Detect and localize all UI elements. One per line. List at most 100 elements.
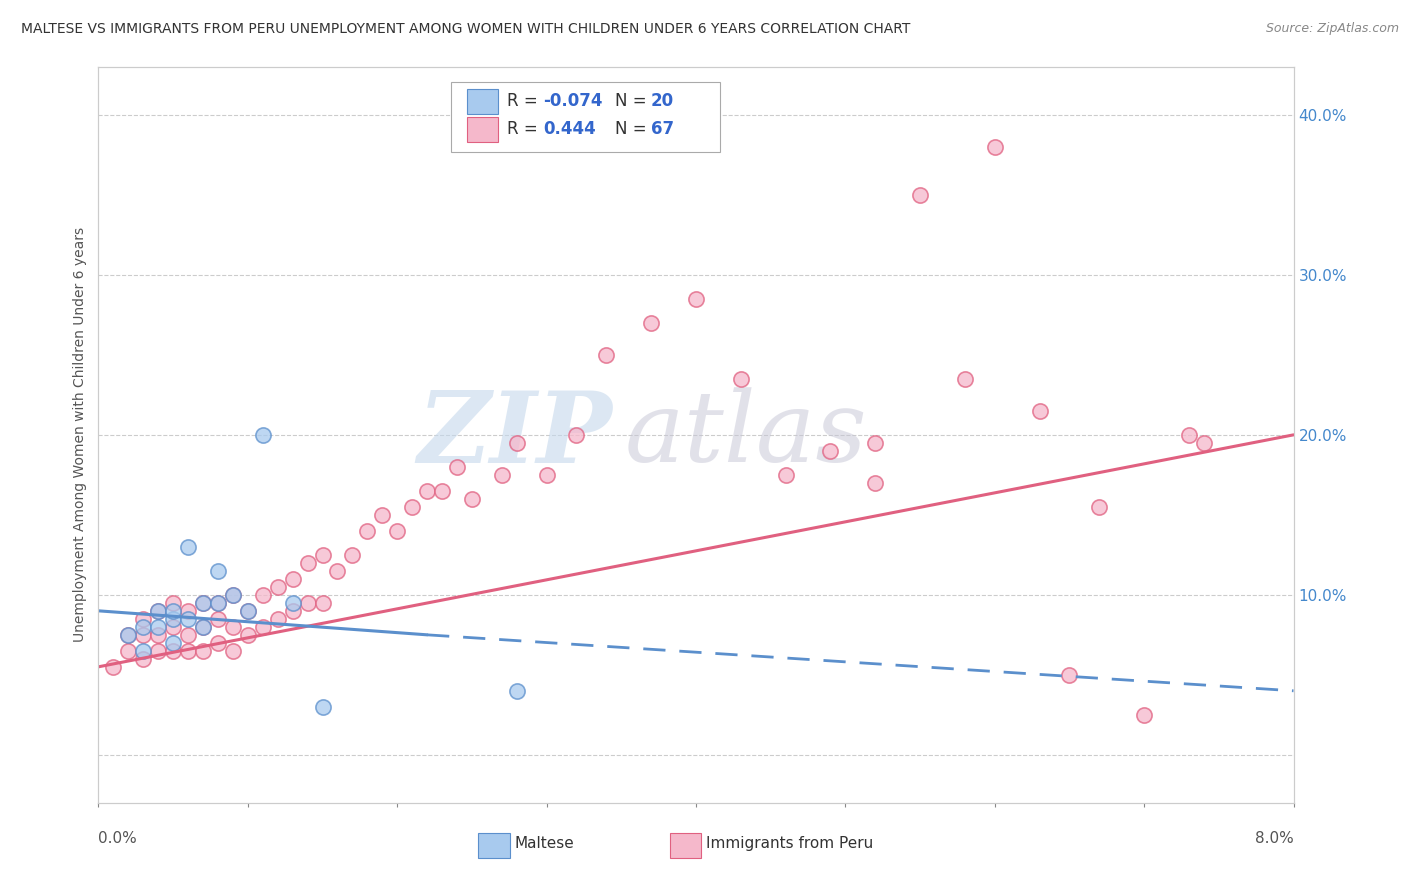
FancyBboxPatch shape [478, 833, 509, 858]
Point [953, 372, 976, 386]
Point [162, 644, 184, 658]
Point [401, 500, 423, 514]
Point [640, 316, 662, 330]
FancyBboxPatch shape [467, 89, 498, 114]
Point [536, 467, 558, 482]
FancyBboxPatch shape [451, 81, 720, 152]
Point [132, 620, 155, 634]
Text: MALTESE VS IMMIGRANTS FROM PERU UNEMPLOYMENT AMONG WOMEN WITH CHILDREN UNDER 6 Y: MALTESE VS IMMIGRANTS FROM PERU UNEMPLOY… [21, 22, 911, 37]
Point [1088, 500, 1111, 514]
Point [1133, 707, 1156, 722]
Point [252, 620, 274, 634]
Point [207, 636, 229, 650]
Point [775, 467, 797, 482]
Point [506, 435, 529, 450]
Point [177, 540, 200, 554]
Point [865, 475, 887, 490]
Text: R =: R = [508, 120, 538, 138]
Point [491, 467, 513, 482]
Point [191, 596, 214, 610]
Point [236, 604, 259, 618]
Point [820, 443, 842, 458]
Point [342, 548, 364, 562]
Point [430, 483, 453, 498]
Text: 8.0%: 8.0% [1254, 831, 1294, 847]
Point [148, 604, 170, 618]
Text: Immigrants from Peru: Immigrants from Peru [706, 836, 873, 851]
Point [222, 588, 245, 602]
Point [565, 427, 588, 442]
Text: ZIP: ZIP [418, 386, 613, 483]
Point [191, 644, 214, 658]
Text: atlas: atlas [624, 387, 868, 483]
FancyBboxPatch shape [467, 117, 498, 142]
Point [103, 660, 125, 674]
Text: -0.074: -0.074 [543, 93, 603, 111]
Point [297, 596, 319, 610]
Point [162, 636, 184, 650]
Point [730, 372, 752, 386]
Point [177, 612, 200, 626]
FancyBboxPatch shape [669, 833, 700, 858]
Point [132, 652, 155, 666]
Point [685, 292, 707, 306]
Point [1178, 427, 1201, 442]
Point [1192, 435, 1215, 450]
Point [311, 699, 333, 714]
Point [984, 140, 1007, 154]
Point [506, 683, 529, 698]
Point [267, 612, 290, 626]
Point [865, 435, 887, 450]
Text: N =: N = [614, 120, 647, 138]
Point [191, 620, 214, 634]
Point [177, 644, 200, 658]
Text: 20: 20 [651, 93, 673, 111]
Point [132, 612, 155, 626]
Point [236, 604, 259, 618]
Point [191, 620, 214, 634]
Text: 0.0%: 0.0% [98, 831, 138, 847]
Point [162, 612, 184, 626]
Point [222, 588, 245, 602]
Point [207, 612, 229, 626]
Point [1028, 404, 1050, 418]
Point [207, 596, 229, 610]
Point [908, 187, 931, 202]
Point [222, 644, 245, 658]
Point [162, 620, 184, 634]
Point [148, 604, 170, 618]
Point [385, 524, 409, 538]
Point [117, 628, 139, 642]
Text: N =: N = [614, 93, 647, 111]
Y-axis label: Unemployment Among Women with Children Under 6 years: Unemployment Among Women with Children U… [73, 227, 87, 642]
Point [191, 596, 214, 610]
Point [132, 644, 155, 658]
Point [252, 427, 274, 442]
Point [297, 556, 319, 570]
Point [311, 596, 333, 610]
Point [117, 628, 139, 642]
Point [356, 524, 378, 538]
Point [446, 459, 468, 474]
Point [207, 564, 229, 578]
Point [252, 588, 274, 602]
Point [311, 548, 333, 562]
Point [148, 644, 170, 658]
Point [281, 572, 304, 586]
Point [177, 604, 200, 618]
Point [371, 508, 394, 522]
Point [267, 580, 290, 594]
Point [132, 628, 155, 642]
Point [162, 604, 184, 618]
Text: R =: R = [508, 93, 538, 111]
Point [148, 620, 170, 634]
Point [162, 596, 184, 610]
Point [416, 483, 439, 498]
Point [236, 628, 259, 642]
Point [222, 620, 245, 634]
Text: 0.444: 0.444 [543, 120, 596, 138]
Point [1059, 668, 1081, 682]
Point [281, 604, 304, 618]
Point [148, 628, 170, 642]
Text: 67: 67 [651, 120, 673, 138]
